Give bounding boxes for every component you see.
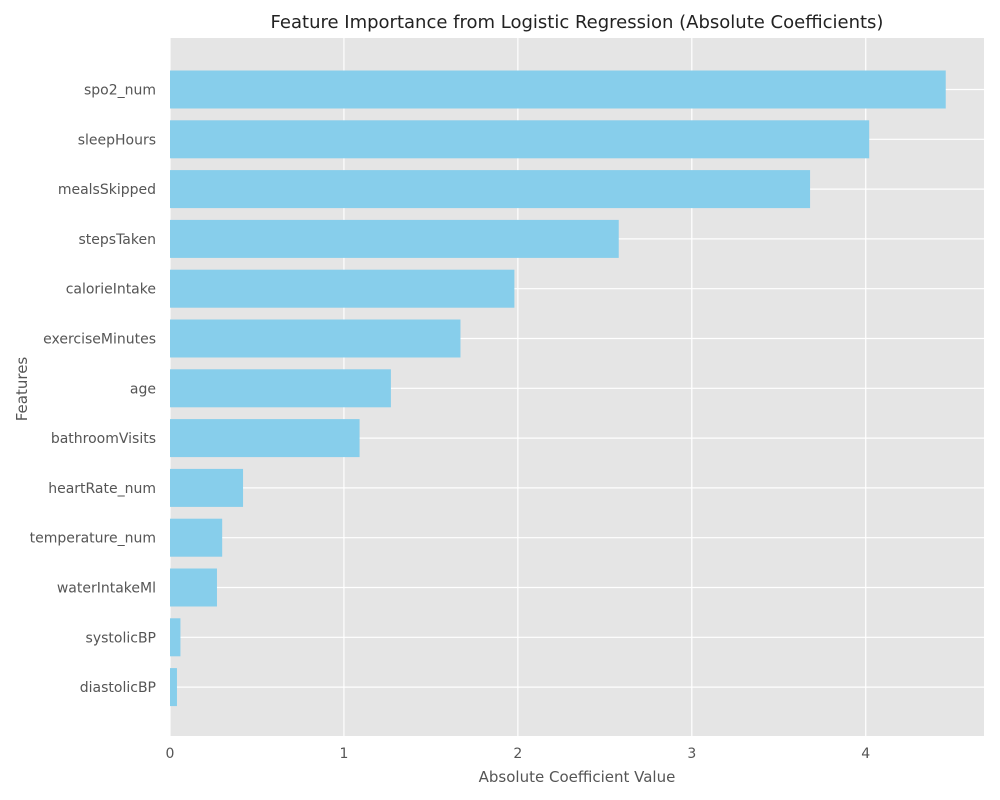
x-tick-label: 3: [687, 746, 696, 762]
bar-stepsTaken: [170, 219, 619, 258]
bar-calorieIntake: [170, 269, 515, 308]
y-tick-label: calorieIntake: [66, 282, 156, 298]
x-axis-label: Absolute Coefficient Value: [479, 768, 676, 786]
bars: [170, 70, 946, 707]
bar-bathroomVisits: [170, 419, 360, 458]
y-tick-label: bathroomVisits: [51, 431, 156, 447]
y-axis-label: Features: [13, 357, 31, 422]
y-tick-label: systolicBP: [86, 630, 156, 646]
y-tick-label: stepsTaken: [79, 232, 157, 248]
bar-exerciseMinutes: [170, 319, 461, 358]
y-tick-label: waterIntakeMl: [57, 581, 156, 597]
y-tick-label: mealsSkipped: [58, 182, 156, 198]
y-tick-label: temperature_num: [30, 531, 156, 547]
bar-mealsSkipped: [170, 170, 811, 209]
x-tick-label: 0: [166, 746, 175, 762]
y-tick-label: age: [130, 381, 156, 397]
x-tick-label: 2: [513, 746, 522, 762]
y-tick-labels: spo2_num sleepHours mealsSkipped stepsTaken…: [30, 83, 156, 697]
y-tick-label: exerciseMinutes: [43, 332, 156, 348]
x-tick-labels: 0 1 2 3 4: [166, 746, 871, 762]
bar-sleepHours: [170, 120, 870, 159]
chart-title: Feature Importance from Logistic Regress…: [271, 12, 884, 33]
bar-waterIntakeMl: [170, 568, 217, 607]
x-tick-label: 4: [861, 746, 870, 762]
y-tick-label: sleepHours: [78, 132, 156, 148]
x-tick-label: 1: [339, 746, 348, 762]
bar-age: [170, 369, 391, 408]
bar-temperature_num: [170, 518, 223, 557]
y-tick-label: spo2_num: [84, 83, 156, 99]
y-tick-label: heartRate_num: [48, 481, 156, 497]
bar-heartRate_num: [170, 468, 244, 507]
y-tick-label: diastolicBP: [80, 680, 156, 696]
bar-diastolicBP: [170, 668, 177, 707]
bar-spo2_num: [170, 70, 946, 109]
bar-systolicBP: [170, 618, 181, 657]
